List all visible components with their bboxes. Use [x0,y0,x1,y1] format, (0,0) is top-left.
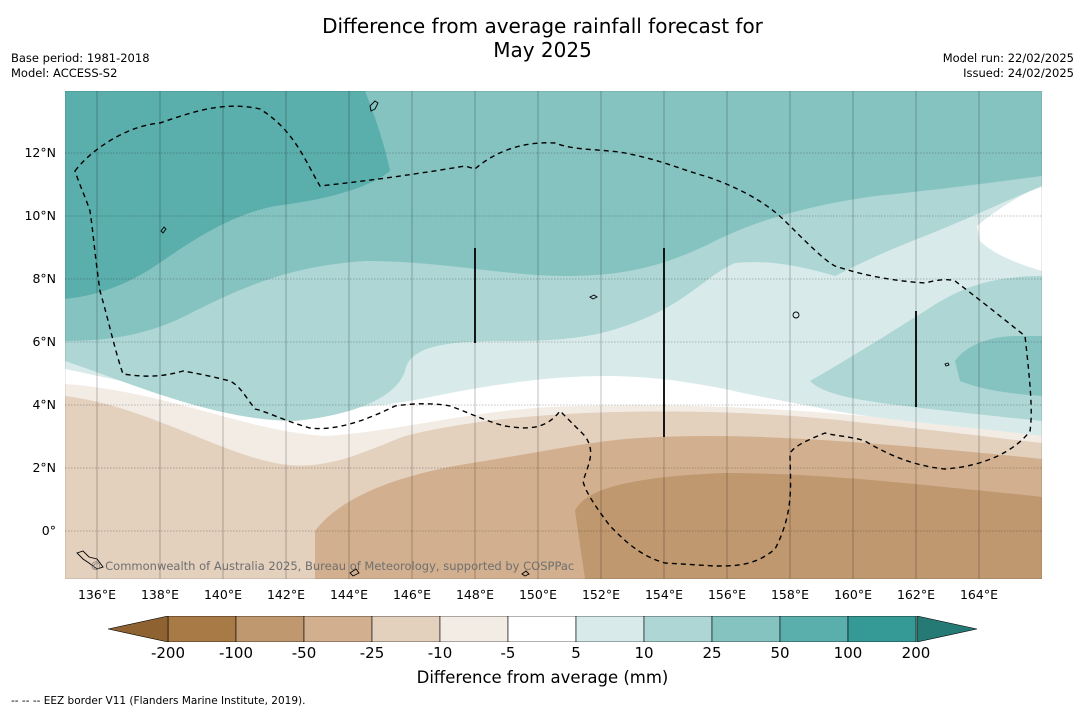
colorbar-low-extension [108,616,169,642]
lon-label-138e: 138°E [140,587,179,602]
lon-label-142e: 142°E [266,587,305,602]
lon-label-144e: 144°E [329,587,368,602]
latitude-gridlines [65,152,1042,532]
rainfall-map [65,91,1042,579]
colorbar-segment [779,616,849,642]
colorbar-segment [439,616,509,642]
lon-label-164e: 164°E [959,587,998,602]
lon-label-156e: 156°E [707,587,746,602]
lon-label-162e: 162°E [896,587,935,602]
lon-label-152e: 152°E [581,587,620,602]
fill-dry-100 [575,473,1042,579]
colorbar-segment [507,616,577,642]
lon-label-150e: 150°E [518,587,557,602]
boundary-segments [474,248,917,437]
colorbar-segment [575,616,645,642]
map-title: Difference from average rainfall forecas… [0,14,1085,62]
colorbar-tick-label: -10 [427,644,453,662]
colorbar-tick-label: -5 [500,644,516,662]
lon-label-148e: 148°E [455,587,494,602]
lon-label-158e: 158°E [770,587,809,602]
lat-label-0: 0° [41,523,56,538]
copyright-notice: © Commonwealth of Australia 2025, Bureau… [90,559,575,573]
lon-label-140e: 140°E [203,587,242,602]
colorbar-segment [643,616,713,642]
colorbar-high-extension [916,616,978,642]
longitude-gridlines [96,91,980,579]
colorbar-segment [711,616,781,642]
colorbar-segments [167,616,917,642]
run-info: Model run: 22/02/2025 Issued: 24/02/2025 [943,51,1074,81]
title-line-2: May 2025 [493,38,592,62]
issued-date: Issued: 24/02/2025 [963,66,1074,80]
base-period: Base period: 1981-2018 [11,51,150,65]
colorbar-tick-label: -100 [218,644,254,662]
colorbar-tick-label: 100 [833,644,863,662]
islands [76,100,950,577]
lon-label-146e: 146°E [392,587,431,602]
colorbar-tick-label: -25 [359,644,385,662]
colorbar-tick-label: 200 [901,644,931,662]
lat-label-6n: 6°N [32,334,56,349]
colorbar-tick-label: -50 [291,644,317,662]
model-run-date: Model run: 22/02/2025 [942,51,1074,65]
lon-label-136e: 136°E [77,587,116,602]
colorbar-tick-label: 10 [634,644,654,662]
eez-border [74,105,1032,567]
lat-label-8n: 8°N [32,271,56,286]
model-info: Base period: 1981-2018 Model: ACCESS-S2 [11,51,150,81]
colorbar-segment [371,616,441,642]
lat-label-10n: 10°N [24,208,56,223]
lat-label-12n: 12°N [24,145,56,160]
colorbar-segment [167,616,237,642]
colorbar-segment [235,616,305,642]
lat-label-4n: 4°N [32,397,56,412]
lon-label-160e: 160°E [833,587,872,602]
fill-wet-50-east [955,336,1042,396]
model-name: Model: ACCESS-S2 [11,66,118,80]
title-line-1: Difference from average rainfall forecas… [322,14,763,38]
lat-label-2n: 2°N [32,460,56,475]
colorbar-segment [847,616,917,642]
colorbar-segment [303,616,373,642]
lon-label-154e: 154°E [644,587,683,602]
fill-wet-50 [65,91,390,299]
colorbar-tick-label: -200 [150,644,186,662]
colorbar-tick-label: 5 [571,644,581,662]
colorbar-tick-label: 50 [770,644,790,662]
colorbar [108,616,978,642]
eez-footnote: -- -- -- EEZ border V11 (Flanders Marine… [11,695,306,707]
fill-white-east [977,187,1042,251]
colorbar-title: Difference from average (mm) [416,668,669,687]
colorbar-tick-label: 25 [702,644,722,662]
